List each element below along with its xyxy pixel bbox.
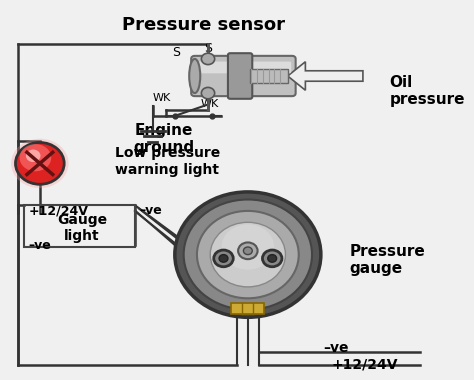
Circle shape [19,144,51,171]
Text: Oil
pressure: Oil pressure [390,75,465,108]
Circle shape [175,192,321,317]
Text: S: S [204,42,212,55]
Text: Low pressure
warning light: Low pressure warning light [115,146,220,177]
Ellipse shape [189,59,201,93]
Circle shape [201,87,215,99]
FancyBboxPatch shape [228,53,252,99]
Text: WK: WK [201,100,219,109]
Circle shape [26,150,40,162]
Bar [250,69,288,83]
Circle shape [221,224,274,270]
Text: S + –: S + – [220,297,246,307]
Text: –ve: –ve [139,204,162,217]
FancyArrow shape [288,62,363,90]
Circle shape [183,200,312,310]
Text: Gauge
light: Gauge light [57,213,107,243]
Circle shape [214,250,233,267]
Circle shape [16,142,64,184]
Circle shape [263,250,282,267]
Circle shape [197,211,299,298]
Text: Engine
ground: Engine ground [133,122,194,155]
Circle shape [268,255,277,262]
Text: S: S [172,46,180,59]
Circle shape [238,242,257,259]
Circle shape [219,255,228,262]
Text: +12/24V: +12/24V [332,358,399,372]
Text: –ve: –ve [323,341,348,355]
Text: Pressure
gauge: Pressure gauge [350,244,425,277]
Bar [24,205,135,247]
Circle shape [201,53,215,65]
Bar [231,303,264,314]
Text: +12/24V: +12/24V [29,204,89,217]
Circle shape [210,222,285,287]
Text: –ve: –ve [29,239,52,252]
Circle shape [244,247,252,255]
Text: Pressure sensor: Pressure sensor [122,16,285,34]
Circle shape [11,139,69,188]
FancyBboxPatch shape [191,56,296,96]
FancyBboxPatch shape [196,62,291,73]
Text: WK: WK [153,93,171,103]
